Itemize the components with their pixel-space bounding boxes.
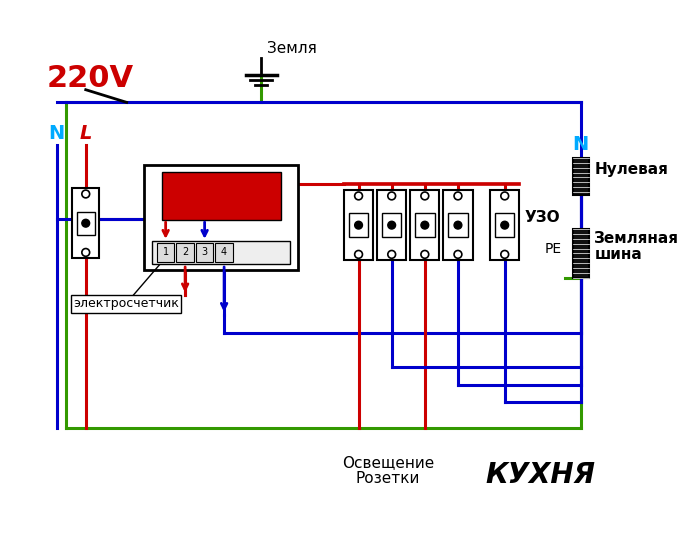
Bar — [415, 214, 434, 237]
Bar — [157, 243, 174, 262]
Text: 2: 2 — [182, 247, 188, 258]
Bar — [495, 214, 514, 237]
Circle shape — [82, 249, 90, 256]
Circle shape — [82, 220, 90, 227]
Bar — [349, 214, 368, 237]
Text: Нулевая: Нулевая — [594, 162, 668, 177]
Circle shape — [354, 251, 363, 258]
Text: Земля: Земля — [267, 40, 317, 55]
Text: N: N — [573, 135, 589, 154]
Text: PE: PE — [545, 242, 562, 256]
Circle shape — [421, 251, 429, 258]
Circle shape — [388, 221, 395, 229]
Bar — [377, 190, 407, 260]
Bar — [410, 190, 439, 260]
Bar — [382, 214, 402, 237]
Bar — [490, 190, 519, 260]
Circle shape — [82, 190, 90, 198]
Bar — [573, 229, 589, 278]
Text: 4: 4 — [221, 247, 227, 258]
Circle shape — [421, 221, 429, 229]
Bar — [72, 188, 99, 258]
Bar — [177, 243, 194, 262]
Bar — [215, 243, 233, 262]
Bar — [162, 172, 281, 220]
Text: шина: шина — [594, 247, 642, 262]
Bar — [144, 165, 298, 270]
Circle shape — [354, 192, 363, 200]
Circle shape — [454, 221, 462, 229]
Bar — [443, 190, 473, 260]
Circle shape — [388, 192, 395, 200]
Circle shape — [501, 192, 509, 200]
Bar — [196, 243, 213, 262]
Circle shape — [354, 221, 363, 229]
Text: N: N — [49, 124, 65, 143]
Bar — [573, 158, 589, 195]
Text: L: L — [79, 124, 92, 143]
Circle shape — [421, 192, 429, 200]
Text: электросчетчик: электросчетчик — [73, 298, 179, 310]
Text: 220V: 220V — [47, 63, 134, 93]
Text: УЗО: УЗО — [524, 210, 560, 225]
Text: 3: 3 — [202, 247, 208, 258]
Text: 1: 1 — [163, 247, 169, 258]
Bar — [448, 214, 468, 237]
Text: КУХНЯ: КУХНЯ — [486, 461, 596, 489]
Bar — [77, 211, 95, 235]
Circle shape — [454, 251, 462, 258]
Circle shape — [388, 251, 395, 258]
Bar — [344, 190, 373, 260]
Circle shape — [501, 251, 509, 258]
Text: Освещение: Освещение — [342, 455, 434, 470]
Text: Земляная: Земляная — [594, 231, 680, 246]
Circle shape — [454, 192, 462, 200]
Bar — [152, 240, 291, 264]
Circle shape — [501, 221, 509, 229]
Text: Розетки: Розетки — [356, 471, 420, 486]
